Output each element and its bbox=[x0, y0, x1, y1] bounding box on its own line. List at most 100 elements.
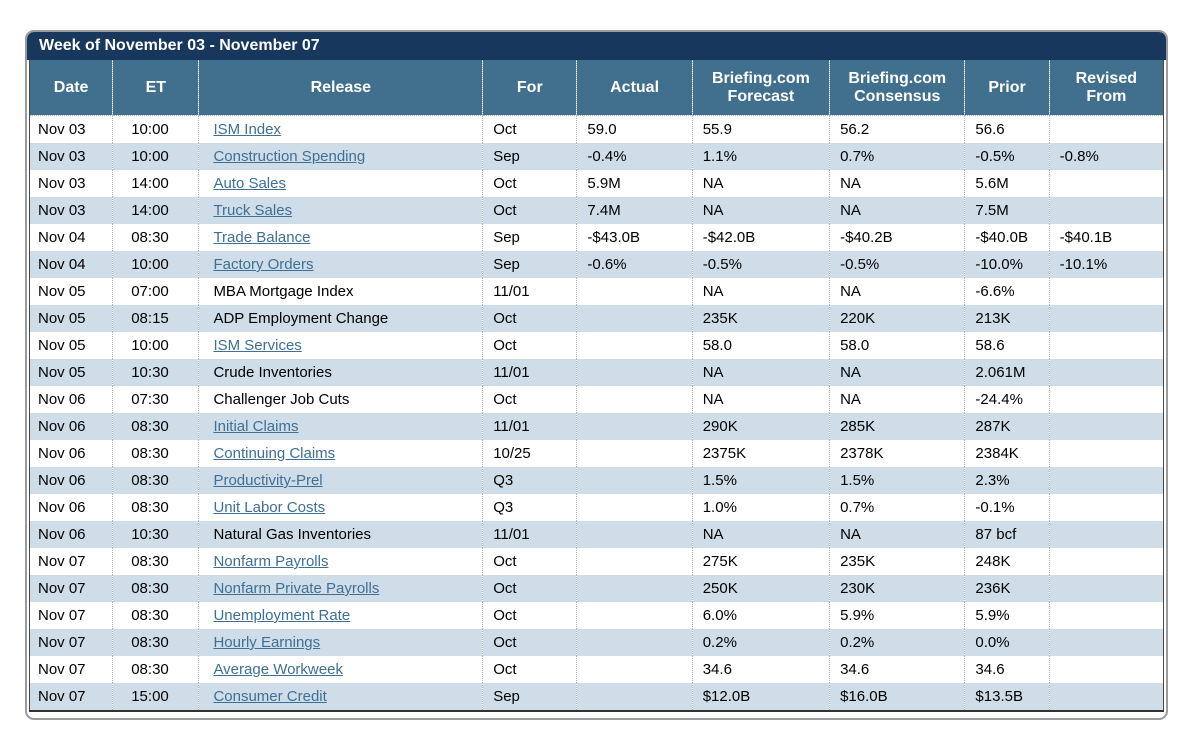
time-cell: 15:00 bbox=[112, 683, 199, 711]
release-link[interactable]: ISM Services bbox=[213, 337, 302, 354]
consensus-cell: $16.0B bbox=[829, 683, 965, 711]
release-link[interactable]: ISM Index bbox=[213, 121, 281, 138]
prior-cell: -0.5% bbox=[964, 143, 1050, 170]
consensus-cell: 34.6 bbox=[829, 656, 965, 683]
release-link[interactable]: Truck Sales bbox=[213, 202, 293, 219]
date-cell: Nov 03 bbox=[38, 202, 86, 219]
prior-cell: 236K bbox=[964, 575, 1050, 602]
date-cell: Nov 05 bbox=[38, 337, 86, 354]
consensus-cell: -0.5% bbox=[829, 251, 965, 278]
release-cell: Continuing Claims bbox=[198, 440, 483, 467]
revised-cell bbox=[1048, 170, 1164, 197]
time-cell: 08:30 bbox=[112, 548, 199, 575]
revised-cell bbox=[1048, 413, 1164, 440]
release-link[interactable]: Construction Spending bbox=[213, 148, 366, 165]
time-cell: 08:30 bbox=[112, 224, 199, 251]
release-link[interactable]: Hourly Earnings bbox=[213, 634, 321, 651]
for-cell: Oct bbox=[482, 170, 577, 197]
release-link[interactable]: Initial Claims bbox=[213, 418, 299, 435]
prior-cell: 2.3% bbox=[964, 467, 1050, 494]
consensus-cell: 0.7% bbox=[829, 143, 965, 170]
prior-cell: 2384K bbox=[964, 440, 1050, 467]
release-cell: Challenger Job Cuts bbox=[198, 386, 483, 413]
release-link[interactable]: Trade Balance bbox=[213, 229, 311, 246]
table-row: Nov 05 10:30 Crude Inventories 11/01 NA NA 2.0… bbox=[29, 359, 1164, 386]
release-link[interactable]: Consumer Credit bbox=[213, 688, 327, 705]
revised-cell bbox=[1048, 359, 1164, 386]
release-link[interactable]: Productivity-Prel bbox=[213, 472, 323, 489]
column-header-consensus: Briefing.com Consensus bbox=[829, 60, 965, 116]
time-cell: 07:30 bbox=[112, 386, 199, 413]
release-link[interactable]: Unemployment Rate bbox=[213, 607, 351, 624]
forecast-cell: 1.5% bbox=[691, 467, 830, 494]
consensus-cell: 1.5% bbox=[829, 467, 965, 494]
consensus-cell: 56.2 bbox=[829, 115, 965, 143]
forecast-cell: NA bbox=[691, 386, 830, 413]
release-link[interactable]: Nonfarm Payrolls bbox=[213, 553, 329, 570]
prior-cell: 58.6 bbox=[964, 332, 1050, 359]
prior-cell: 56.6 bbox=[964, 115, 1050, 143]
release-link[interactable]: Factory Orders bbox=[213, 256, 314, 273]
column-header-revised: Revised From bbox=[1048, 60, 1164, 116]
table-row: Nov 07 08:30 Hourly Earnings Oct 0.2% 0.2% 0.0… bbox=[29, 629, 1164, 656]
prior-cell: -$40.0B bbox=[964, 224, 1050, 251]
revised-cell bbox=[1048, 278, 1164, 305]
time-cell: 10:00 bbox=[112, 143, 199, 170]
release-link[interactable]: Average Workweek bbox=[213, 661, 343, 678]
date-cell: Nov 04 bbox=[38, 229, 86, 246]
prior-cell: 0.0% bbox=[964, 629, 1050, 656]
table-row: Nov 05 10:00 ISM Services Oct 58.0 58.0 58.6 bbox=[29, 332, 1164, 359]
actual-cell bbox=[576, 305, 693, 332]
release-link[interactable]: Unit Labor Costs bbox=[213, 499, 326, 516]
time-cell: 08:30 bbox=[112, 440, 199, 467]
time-cell: 08:30 bbox=[112, 494, 199, 521]
release-link[interactable]: Auto Sales bbox=[213, 175, 286, 192]
time-cell: 14:00 bbox=[112, 170, 199, 197]
time-cell: 08:30 bbox=[112, 629, 199, 656]
for-cell: 11/01 bbox=[482, 278, 577, 305]
actual-cell bbox=[576, 278, 693, 305]
forecast-cell: 290K bbox=[691, 413, 830, 440]
table-row: Nov 06 08:30 Unit Labor Costs Q3 1.0% 0.7% -0.… bbox=[29, 494, 1164, 521]
time-cell: 08:30 bbox=[112, 467, 199, 494]
date-cell: Nov 06 bbox=[38, 418, 86, 435]
release-link[interactable]: Continuing Claims bbox=[213, 445, 336, 462]
date-cell: Nov 05 bbox=[38, 310, 86, 327]
date-cell: Nov 03 bbox=[38, 175, 86, 192]
for-cell: 11/01 bbox=[482, 413, 577, 440]
release-link[interactable]: Nonfarm Private Payrolls bbox=[213, 580, 380, 597]
consensus-cell: 58.0 bbox=[829, 332, 965, 359]
table-row: Nov 05 08:15 ADP Employment Change Oct 235K 2… bbox=[29, 305, 1164, 332]
release-cell: ADP Employment Change bbox=[198, 305, 483, 332]
date-cell: Nov 04 bbox=[38, 256, 86, 273]
revised-cell bbox=[1048, 521, 1164, 548]
prior-cell: -24.4% bbox=[964, 386, 1050, 413]
revised-cell bbox=[1048, 305, 1164, 332]
column-header-prior: Prior bbox=[964, 60, 1050, 116]
date-cell: Nov 07 bbox=[38, 580, 86, 597]
for-cell: Oct bbox=[482, 575, 577, 602]
column-header-et: ET bbox=[112, 60, 199, 116]
time-cell: 08:30 bbox=[112, 575, 199, 602]
actual-cell bbox=[576, 386, 693, 413]
consensus-cell: NA bbox=[829, 521, 965, 548]
revised-cell bbox=[1048, 197, 1164, 224]
actual-cell: -0.4% bbox=[576, 143, 693, 170]
release-cell: Auto Sales bbox=[198, 170, 483, 197]
forecast-cell: -$42.0B bbox=[691, 224, 830, 251]
table-row: Nov 04 08:30 Trade Balance Sep -$43.0B -$42.0… bbox=[29, 224, 1164, 251]
table-body: Nov 03 10:00 ISM Index Oct 59.0 55.9 56.2 56.6 N… bbox=[29, 115, 1164, 711]
for-cell: Q3 bbox=[482, 494, 577, 521]
consensus-cell: NA bbox=[829, 197, 965, 224]
release-cell: ISM Services bbox=[198, 332, 483, 359]
actual-cell: 59.0 bbox=[576, 115, 693, 143]
revised-cell bbox=[1048, 467, 1164, 494]
prior-cell: 248K bbox=[964, 548, 1050, 575]
consensus-cell: 230K bbox=[829, 575, 965, 602]
column-header-for: For bbox=[482, 60, 577, 116]
for-cell: Oct bbox=[482, 197, 577, 224]
date-cell: Nov 06 bbox=[38, 391, 86, 408]
actual-cell bbox=[576, 332, 693, 359]
forecast-cell: 2375K bbox=[691, 440, 830, 467]
release-cell: Truck Sales bbox=[198, 197, 483, 224]
